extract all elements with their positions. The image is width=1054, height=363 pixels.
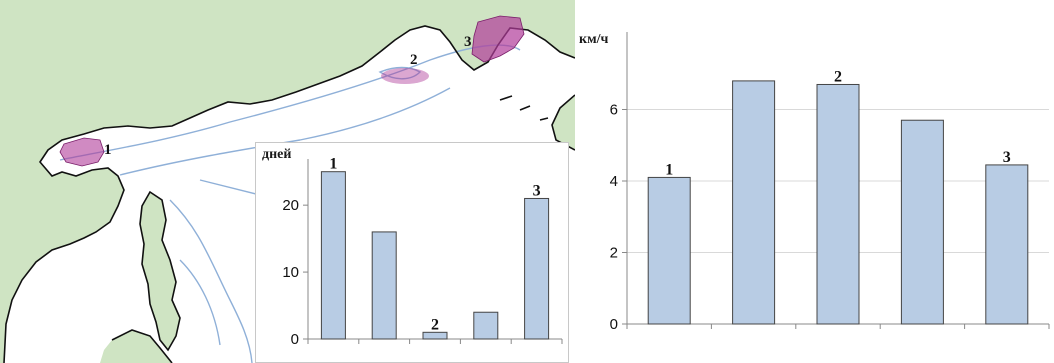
speed-chart-y-tick-label: 4 (610, 173, 618, 190)
land-peninsula-east (552, 95, 575, 150)
right-chart-unit-label: км/ч (579, 32, 609, 47)
coastline-hokkaido (111, 329, 173, 363)
speed-chart-y-tick-label: 6 (610, 102, 618, 119)
days-chart-y-tick-label: 0 (291, 331, 299, 348)
land-island-hokkaido (100, 330, 172, 363)
speed-chart-bar-5 (985, 164, 1029, 325)
speed-chart-bar-3 (816, 83, 860, 325)
land-island-sakhalin (140, 192, 180, 350)
region-3-area (471, 15, 525, 63)
days-chart-bar-4 (473, 311, 499, 340)
speed-bar-chart: км/ч 0 2 4 6 1 2 3 (575, 0, 1054, 363)
map-region-label-2: 2 (410, 52, 418, 68)
days-chart-y-tick-label: 10 (282, 264, 299, 281)
speed-chart-bar-label-1: 1 (665, 161, 673, 178)
days-chart-y-tick-label: 20 (282, 197, 299, 214)
map-region-label-3: 3 (464, 34, 472, 50)
coastline-north (3, 25, 575, 363)
days-chart-bar-label-5: 3 (533, 182, 541, 199)
sea-map: 1 2 3 дней 0 10 20 1 2 3 (0, 0, 575, 363)
inset-chart-unit-label: дней (262, 147, 292, 162)
speed-chart-bar-label-5: 3 (1003, 149, 1011, 166)
speed-chart-bar-2 (732, 80, 776, 325)
isobath-contour (179, 259, 221, 346)
days-chart-bar-2 (371, 231, 397, 340)
region-2-area (381, 68, 429, 84)
days-chart-bar-label-1: 1 (329, 156, 337, 173)
speed-chart-bar-4 (900, 119, 944, 325)
speed-chart-bar-label-3: 2 (834, 68, 842, 85)
days-chart-bar-label-3: 2 (431, 316, 439, 333)
speed-bar-chart-plot: 0 2 4 6 1 2 3 (610, 32, 1050, 333)
isobath-contour (169, 199, 253, 363)
coastline-sakhalin (139, 190, 181, 352)
days-chart-bar-5 (524, 197, 550, 340)
land-mainland-north (0, 0, 575, 363)
map-region-label-1: 1 (104, 142, 112, 158)
coastline-kuril-islands (499, 95, 549, 121)
coastlines (3, 25, 575, 363)
speed-chart-y-tick-label: 0 (610, 316, 618, 333)
isobath-contour (378, 66, 422, 80)
isobath-contour (119, 87, 451, 176)
speed-chart-bar-1 (647, 176, 691, 325)
speed-chart-y-tick-label: 2 (610, 245, 618, 262)
days-chart-bar-3 (422, 331, 448, 340)
isobath-contour (59, 44, 521, 161)
days-chart-bar-1 (320, 171, 346, 340)
region-1-area (59, 137, 105, 167)
days-bar-chart: дней 0 10 20 1 2 3 (255, 142, 569, 363)
days-bar-chart-plot: 0 10 20 1 2 3 (282, 156, 563, 348)
